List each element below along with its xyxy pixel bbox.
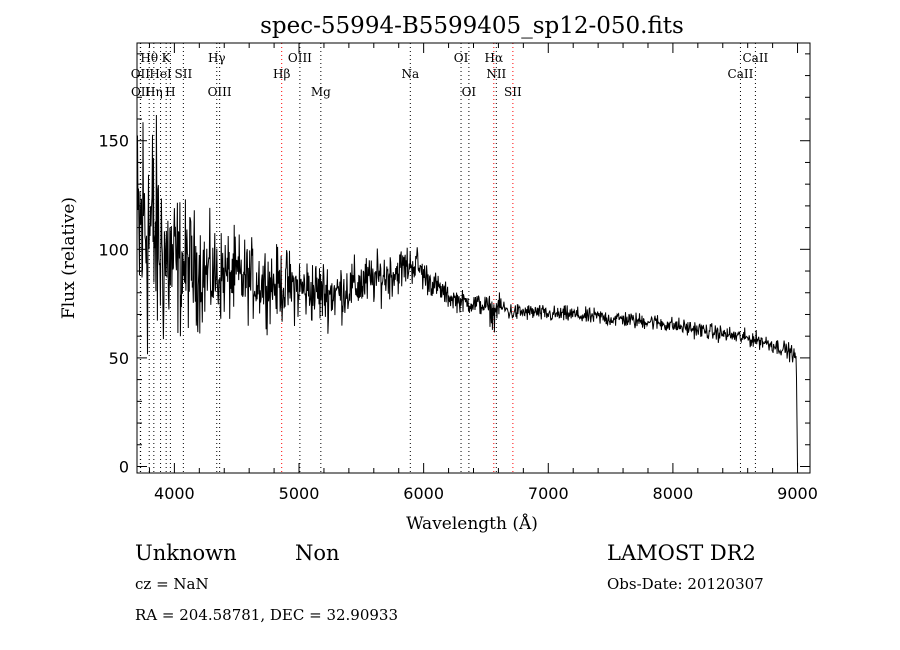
spectral-line-label: H <box>165 85 175 99</box>
spectral-line-label: OII <box>131 67 151 81</box>
spectral-line-label: NII <box>486 67 506 81</box>
x-tick-label: 7000 <box>528 484 569 503</box>
spectral-line-label: SII <box>175 67 193 81</box>
x-tick-label: 8000 <box>653 484 694 503</box>
y-tick-label: 150 <box>98 132 129 151</box>
spectral-line-label: CaII <box>728 67 754 81</box>
x-tick-label: 9000 <box>777 484 818 503</box>
spectral-line-label: HeI <box>149 67 172 81</box>
observation-date: Obs-Date: 20120307 <box>607 575 764 593</box>
spectral-line-label: CaII <box>742 51 768 65</box>
spectral-line-label: K <box>162 51 172 65</box>
y-tick-label: 100 <box>98 240 129 259</box>
spectrum-series <box>136 114 798 467</box>
axis-ticks: 4000 5000 6000 7000 8000 9000 0 50 100 150 <box>98 43 818 503</box>
x-tick-label: 5000 <box>279 484 320 503</box>
y-tick-label: 0 <box>119 457 129 476</box>
survey-name: LAMOST DR2 <box>607 541 756 565</box>
coordinates: RA = 204.58781, DEC = 32.90933 <box>135 606 398 624</box>
spectral-line-label: Hη <box>145 85 163 99</box>
spectral-line-label: OIII <box>208 85 232 99</box>
x-tick-label: 6000 <box>403 484 444 503</box>
spectral-line-label: Hγ <box>208 51 226 65</box>
spectral-line-label: OI <box>462 85 477 99</box>
object-class: Unknown <box>135 541 237 565</box>
spectral-line-label: Hθ <box>140 51 158 65</box>
redshift-value: cz = NaN <box>135 575 209 593</box>
chart-title: spec-55994-B5599405_sp12-050.fits <box>260 13 684 39</box>
object-subclass: Non <box>295 541 340 565</box>
spectral-line-label: Hα <box>485 51 504 65</box>
spectral-line-label: OIII <box>288 51 312 65</box>
spectral-line-label: Hβ <box>273 67 290 81</box>
spectral-line-label: Na <box>401 67 419 81</box>
spectral-line-label: SII <box>504 85 522 99</box>
x-axis-label: Wavelength (Å) <box>406 513 538 534</box>
x-tick-label: 4000 <box>154 484 195 503</box>
y-tick-label: 50 <box>109 349 129 368</box>
y-axis-label: Flux (relative) <box>59 197 79 319</box>
spectral-line-label: OI <box>454 51 469 65</box>
spectral-line-label: OII <box>131 85 151 99</box>
spectral-line-label: Mg <box>311 85 331 99</box>
